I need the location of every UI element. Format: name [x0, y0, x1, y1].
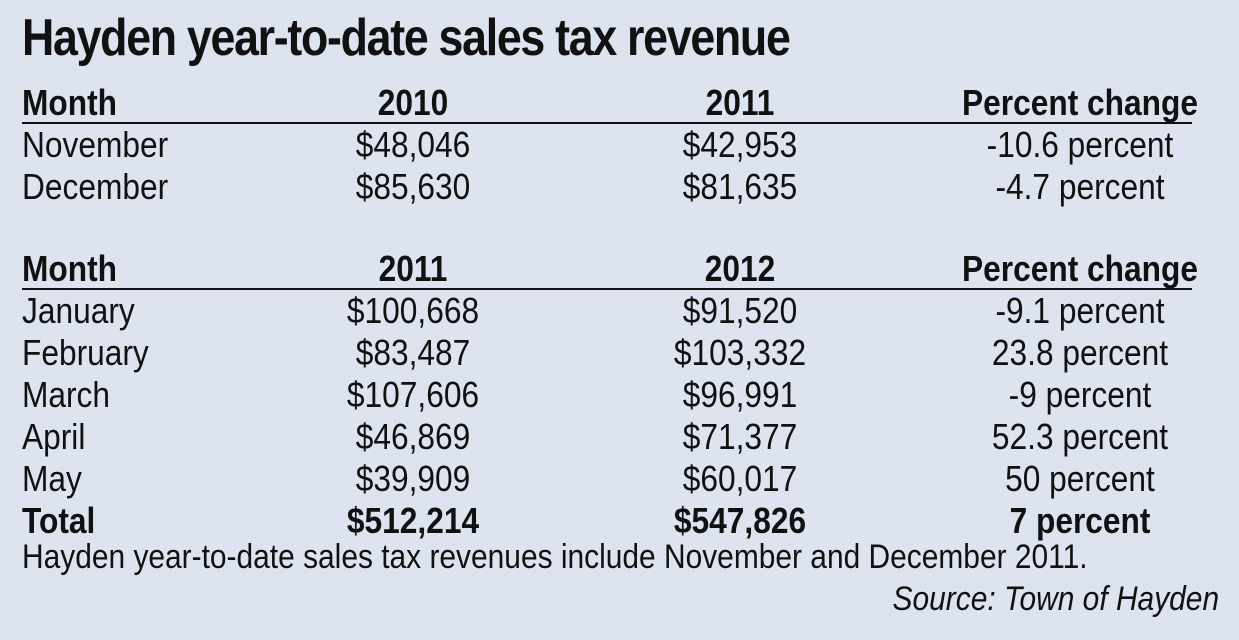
column-header-2010: 2010 [377, 82, 449, 123]
header-underline [22, 288, 1192, 290]
value-cell: $91,520 [682, 290, 798, 331]
month-cell: January [22, 290, 135, 331]
table-header-row: Month 2011 2012 Percent change [0, 248, 1239, 290]
table-row: January $100,668 $91,520 -9.1 percent [0, 290, 1239, 332]
total-percent: 7 percent [1009, 500, 1151, 541]
column-header-2011: 2011 [705, 82, 775, 123]
column-header-percent-change: Percent change [962, 82, 1198, 123]
total-label: Total [22, 500, 96, 541]
value-cell: $83,487 [355, 332, 471, 373]
percent-cell: 23.8 percent [991, 332, 1169, 373]
percent-cell: -9.1 percent [995, 290, 1165, 331]
header-underline [22, 122, 1192, 124]
month-cell: April [22, 416, 86, 457]
table-row: March $107,606 $96,991 -9 percent [0, 374, 1239, 416]
total-row: Total $512,214 $547,826 7 percent [0, 500, 1239, 542]
value-cell: $48,046 [355, 124, 471, 165]
value-cell: $71,377 [682, 416, 798, 457]
table-header-row: Month 2010 2011 Percent change [0, 82, 1239, 124]
total-value-2012: $547,826 [673, 500, 807, 541]
table-row: November $48,046 $42,953 -10.6 percent [0, 124, 1239, 166]
value-cell: $39,909 [355, 458, 471, 499]
month-cell: December [22, 166, 169, 207]
value-cell: $46,869 [355, 416, 471, 457]
column-header-percent-change: Percent change [962, 248, 1198, 289]
chart-title: Hayden year-to-date sales tax revenue [22, 9, 791, 67]
percent-cell: 50 percent [1005, 458, 1155, 499]
month-cell: May [22, 458, 82, 499]
table-row: April $46,869 $71,377 52.3 percent [0, 416, 1239, 458]
value-cell: $103,332 [673, 332, 807, 373]
column-header-month: Month [22, 82, 117, 123]
table-row: May $39,909 $60,017 50 percent [0, 458, 1239, 500]
source-credit: Source: Town of Hayden [892, 580, 1219, 618]
column-header-2012: 2012 [704, 248, 776, 289]
value-cell: $85,630 [355, 166, 471, 207]
footnote: Hayden year-to-date sales tax revenues i… [22, 538, 1088, 576]
value-cell: $81,635 [682, 166, 798, 207]
table-row: December $85,630 $81,635 -4.7 percent [0, 166, 1239, 208]
value-cell: $96,991 [682, 374, 798, 415]
value-cell: $60,017 [682, 458, 798, 499]
table-2010-2011: Month 2010 2011 Percent change November … [0, 82, 1239, 208]
month-cell: February [22, 332, 149, 373]
table-row: February $83,487 $103,332 23.8 percent [0, 332, 1239, 374]
percent-cell: -4.7 percent [995, 166, 1165, 207]
month-cell: November [22, 124, 169, 165]
percent-cell: -10.6 percent [986, 124, 1174, 165]
value-cell: $107,606 [346, 374, 480, 415]
column-header-month: Month [22, 248, 117, 289]
table-2011-2012: Month 2011 2012 Percent change January $… [0, 248, 1239, 542]
percent-cell: 52.3 percent [991, 416, 1169, 457]
column-header-2011: 2011 [378, 248, 448, 289]
total-value-2011: $512,214 [346, 500, 480, 541]
value-cell: $100,668 [346, 290, 480, 331]
value-cell: $42,953 [682, 124, 798, 165]
percent-cell: -9 percent [1008, 374, 1152, 415]
month-cell: March [22, 374, 111, 415]
